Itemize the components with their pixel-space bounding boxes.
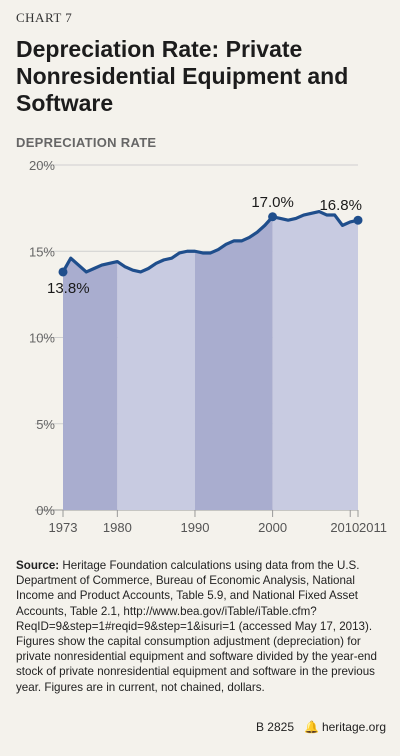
data-label: 17.0% [251,194,294,211]
x-tick-label: 1990 [181,520,210,535]
chart-title: Depreciation Rate: Private Nonresidentia… [16,36,349,116]
y-tick-label: 20% [29,158,55,173]
y-tick-label: 5% [36,417,55,432]
x-tick-label: 2000 [258,520,287,535]
data-label: 16.8% [319,197,362,214]
y-axis-label: DEPRECIATION RATE [16,135,157,150]
source-note: Source: Heritage Foundation calculations… [16,558,388,695]
liberty-bell-icon: 🔔 [304,720,319,734]
area-chart: 0% 5% 10% 15% 20% 1973 1980 1990 2000 2010 2011 13.… [29,158,387,535]
report-code: B 2825 [255,720,294,734]
source-label: Source: [16,559,60,572]
area-band [194,216,273,510]
x-tick-label: 1980 [103,520,132,535]
data-point-marker [268,212,278,222]
source-text: Heritage Foundation calculations using d… [16,559,377,694]
area-band [117,251,195,510]
data-point-marker [353,215,363,225]
footer: B 2825 🔔 heritage.org [256,720,386,734]
y-tick-label: 0% [36,503,55,518]
data-point-marker [58,267,68,277]
site-name: heritage.org [321,720,386,734]
x-tick-label: 2011 [359,520,387,535]
data-label: 13.8% [47,280,90,297]
series-line [61,209,359,274]
y-tick-label: 15% [29,244,55,259]
x-tick-label: 1973 [49,520,78,535]
area-band [272,211,358,510]
chart-number-label: CHART 7 [16,10,73,25]
y-tick-label: 10% [29,331,55,346]
x-tick-label: 2010 [330,520,359,535]
area-band [63,258,118,510]
